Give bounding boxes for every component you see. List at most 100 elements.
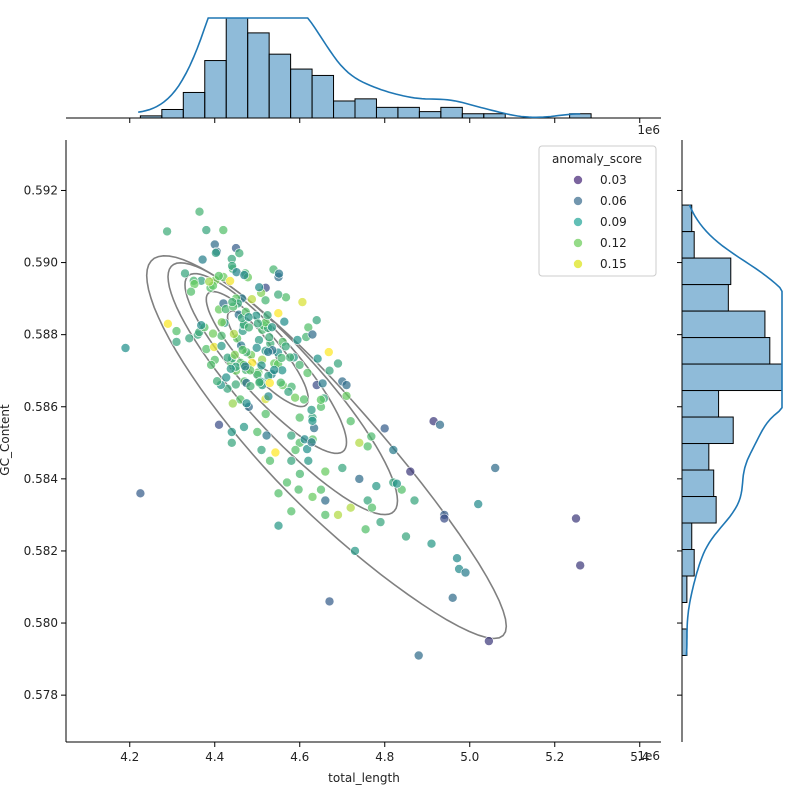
scatter-point	[317, 378, 328, 389]
top-histogram-bar	[182, 91, 206, 119]
right-histogram-bar	[681, 204, 693, 233]
scatter-point	[234, 248, 245, 258]
y-tick-label: 0.590	[24, 256, 58, 270]
top-histogram-bar	[311, 74, 335, 119]
y-tick-label: 0.586	[24, 400, 58, 414]
scatter-point	[216, 341, 227, 351]
scatter-point	[263, 391, 274, 402]
scatter-point	[264, 332, 275, 343]
scatter-point	[163, 318, 173, 329]
legend-marker	[573, 217, 583, 227]
x-tick-label: 4.4	[205, 750, 224, 764]
top-histogram-bar	[440, 106, 463, 119]
scatter-point	[312, 353, 323, 364]
scatter-point	[302, 368, 313, 378]
scatter-point	[227, 297, 238, 307]
scatter-point	[360, 524, 371, 535]
scatter-point	[379, 423, 390, 434]
scatter-point	[247, 294, 257, 305]
scatter-point	[452, 553, 462, 564]
scatter-point	[263, 347, 273, 357]
scatter-point	[201, 225, 212, 235]
scatter-point	[290, 445, 301, 455]
scatter-point	[180, 268, 190, 279]
scatter-point	[294, 360, 305, 370]
legend-label: 0.15	[600, 257, 627, 271]
kde-contour-line	[167, 261, 399, 516]
scatter-point	[484, 636, 494, 646]
scatter-point	[229, 329, 239, 339]
scatter-point	[575, 560, 586, 571]
legend-title: anomaly_score	[552, 152, 642, 166]
scatter-point	[225, 276, 235, 286]
legend: anomaly_score 0.03 0.06 0.09 0.12 0.15	[538, 145, 657, 277]
y-tick-label: 0.592	[24, 183, 58, 197]
scatter-point	[345, 416, 356, 427]
top-histogram-bar	[354, 98, 377, 119]
scatter-point	[256, 360, 267, 371]
scatter-point	[171, 337, 182, 347]
scatter-point	[307, 492, 318, 502]
scatter-point	[285, 352, 295, 363]
scatter-point	[333, 358, 343, 369]
scatter-point	[228, 398, 238, 409]
top-histogram-bar	[461, 113, 485, 119]
scatter-point	[264, 378, 275, 388]
scatter-point	[231, 379, 241, 390]
legend-marker	[573, 259, 583, 269]
scatter-point	[275, 377, 286, 388]
scatter-point	[311, 315, 322, 326]
top-histogram-bar	[483, 113, 506, 119]
x-axis-title: total_length	[328, 771, 400, 785]
scatter-point	[240, 361, 250, 372]
scatter-point	[212, 376, 222, 387]
scatter-point	[320, 495, 331, 506]
scatter-point	[239, 270, 250, 280]
top-histogram-bar	[375, 106, 399, 119]
top-histogram-bar	[569, 113, 592, 119]
right-histogram-bar	[681, 231, 695, 259]
scatter-point	[333, 510, 343, 520]
scatter-point	[292, 335, 303, 345]
scatter-point	[186, 286, 196, 297]
scatter-point	[354, 437, 365, 448]
right-histogram-bar	[681, 363, 783, 392]
y-tick-label: 0.582	[24, 544, 58, 558]
scatter-point	[208, 328, 218, 339]
scatter-point	[273, 308, 284, 319]
right-histogram-bar	[681, 575, 688, 603]
top-kde-curve	[138, 17, 581, 119]
right-histogram-bar	[681, 496, 717, 524]
scatter-point	[286, 455, 297, 466]
scatter-point	[302, 444, 312, 454]
top-histogram-bar	[418, 111, 442, 119]
scatter-point	[214, 419, 224, 430]
scatter-point	[135, 488, 146, 499]
right-histogram-bar	[681, 310, 766, 339]
scatter-point	[286, 506, 297, 517]
scatter-point	[571, 513, 581, 524]
scatter-point	[279, 316, 290, 327]
scatter-point	[413, 650, 424, 661]
scatter-point	[297, 297, 308, 307]
scatter-point	[324, 365, 335, 376]
scatter-point	[362, 495, 373, 506]
right-kde-curve	[685, 204, 783, 656]
scatter-point	[194, 206, 205, 217]
scatter-point	[367, 502, 377, 513]
scatter-point	[265, 455, 275, 466]
scatter-point	[276, 353, 287, 363]
scatter-point	[306, 437, 317, 448]
scatter-point	[341, 380, 352, 390]
right-histogram-bar	[681, 443, 710, 471]
scatter-point	[337, 463, 348, 473]
scatter-point	[206, 360, 216, 370]
right-histogram-bar	[681, 284, 729, 312]
scatter-point	[435, 419, 445, 430]
scatter-point	[273, 488, 284, 499]
scatter-point	[253, 318, 263, 329]
scatter-point	[237, 345, 248, 355]
scatter-point	[227, 437, 237, 448]
scatter-point	[273, 289, 284, 300]
